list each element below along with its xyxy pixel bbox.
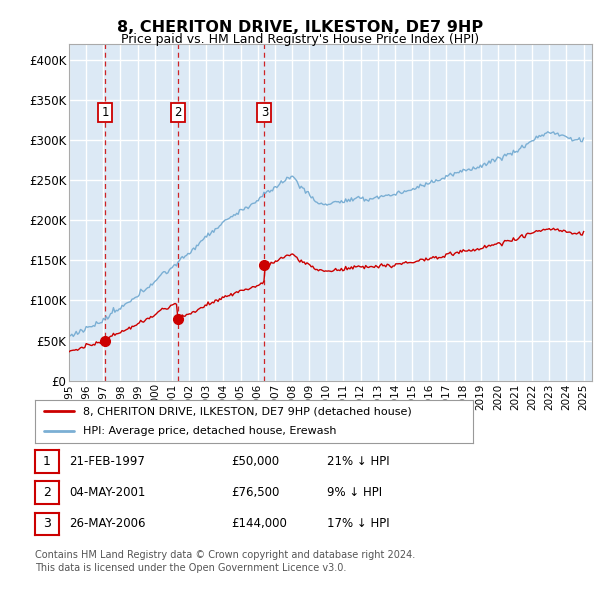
Text: £50,000: £50,000 (231, 455, 279, 468)
Text: Contains HM Land Registry data © Crown copyright and database right 2024.
This d: Contains HM Land Registry data © Crown c… (35, 550, 415, 573)
Text: 9% ↓ HPI: 9% ↓ HPI (327, 486, 382, 499)
Text: HPI: Average price, detached house, Erewash: HPI: Average price, detached house, Erew… (83, 426, 337, 436)
Text: 2: 2 (43, 486, 51, 499)
Text: 3: 3 (43, 517, 51, 530)
Text: £76,500: £76,500 (231, 486, 280, 499)
Text: 1: 1 (101, 106, 109, 119)
Text: 2: 2 (174, 106, 182, 119)
Text: 1: 1 (43, 455, 51, 468)
Text: 21-FEB-1997: 21-FEB-1997 (69, 455, 145, 468)
Text: 04-MAY-2001: 04-MAY-2001 (69, 486, 145, 499)
Text: 8, CHERITON DRIVE, ILKESTON, DE7 9HP (detached house): 8, CHERITON DRIVE, ILKESTON, DE7 9HP (de… (83, 407, 412, 417)
Text: 26-MAY-2006: 26-MAY-2006 (69, 517, 146, 530)
Text: 8, CHERITON DRIVE, ILKESTON, DE7 9HP: 8, CHERITON DRIVE, ILKESTON, DE7 9HP (117, 20, 483, 35)
Text: 3: 3 (260, 106, 268, 119)
Text: Price paid vs. HM Land Registry's House Price Index (HPI): Price paid vs. HM Land Registry's House … (121, 33, 479, 46)
Text: 21% ↓ HPI: 21% ↓ HPI (327, 455, 389, 468)
Text: 17% ↓ HPI: 17% ↓ HPI (327, 517, 389, 530)
Text: £144,000: £144,000 (231, 517, 287, 530)
